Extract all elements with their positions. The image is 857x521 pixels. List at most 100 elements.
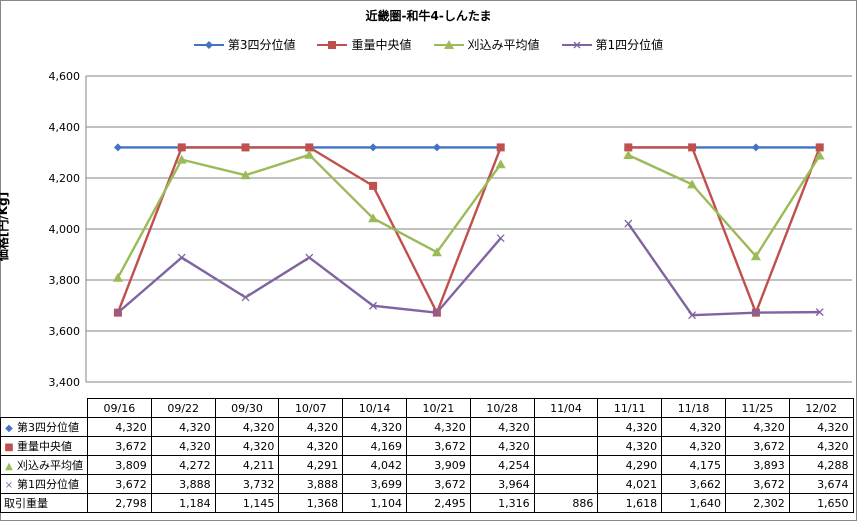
table-cell: 4,320: [661, 417, 726, 437]
point-q1: [369, 301, 378, 310]
point-q1: [815, 308, 824, 317]
table-cell: 4,021: [597, 474, 663, 494]
point-q3: [751, 143, 760, 152]
point-q3: [432, 143, 441, 152]
point-q3: [369, 143, 378, 152]
table-cell: [533, 474, 599, 494]
table-cell: 4,042: [342, 455, 407, 475]
table-cell: 3,672: [724, 436, 790, 456]
table-cell: 3,888: [278, 474, 344, 494]
table-cell: 3,809: [87, 455, 152, 475]
table-cell: 4,169: [342, 436, 407, 456]
chart-title: 近畿圏-和牛4-しんたま: [365, 9, 492, 23]
table-cell: 4,320: [597, 417, 663, 437]
legend-item-mean: 刈込み平均値: [433, 36, 540, 53]
table-row: 取引重量 2,798 1,184 1,145 1,368 1,104 2,495 1,316 8…: [0, 493, 854, 513]
table-cell: 4,320: [788, 417, 854, 437]
table-cell: 4,320: [724, 417, 790, 437]
table-cell: 4,320: [214, 436, 280, 456]
table-cell: 4,291: [278, 455, 344, 475]
x-tick-label: 11/25: [724, 398, 790, 418]
legend-label: 第1四分位値: [595, 38, 664, 52]
table-cell: 3,672: [405, 436, 471, 456]
table-cell: 3,909: [405, 455, 471, 475]
table-cell: 3,699: [342, 474, 407, 494]
row-label: × 第1四分位値: [0, 474, 88, 494]
table-cell: 1,184: [150, 493, 216, 513]
y-tick-label: 3,800: [49, 274, 81, 287]
point-median: [241, 143, 250, 152]
table-cell: 4,320: [661, 436, 726, 456]
y-tick-label: 3,400: [49, 376, 81, 389]
table-row: ▲ 刈込み平均値 3,809 4,272 4,211 4,291 4,042 3,909 4,2…: [0, 455, 854, 475]
table-cell: 3,964: [469, 474, 535, 494]
table-cell: 4,320: [214, 417, 280, 437]
point-q3: [113, 143, 122, 152]
table-cell: 4,320: [87, 417, 152, 437]
point-median: [369, 181, 378, 190]
x-tick-label: 09/16: [87, 398, 152, 418]
row-label-text: 第3四分位値: [17, 421, 79, 434]
table-cell: 3,672: [87, 436, 152, 456]
legend-item-q1: 第1四分位値: [561, 36, 664, 53]
x-tick-label: 09/22: [150, 398, 216, 418]
table-cell: 3,893: [724, 455, 790, 475]
legend: 第3四分位値 重量中央値 刈込み平均値 第1四分位値: [0, 36, 857, 53]
table-cell: 4,320: [150, 436, 216, 456]
table-cell: 4,211: [214, 455, 280, 475]
table-cell: 4,320: [278, 417, 344, 437]
table-cell: 4,320: [150, 417, 216, 437]
table-cell: 886: [533, 493, 599, 513]
point-mean: [431, 247, 442, 257]
point-q1: [432, 308, 441, 317]
table-cell: 4,320: [597, 436, 663, 456]
table-cell: 1,145: [214, 493, 280, 513]
point-q1: [177, 253, 186, 262]
point-mean: [750, 251, 761, 261]
table-cell: 1,650: [788, 493, 854, 513]
table-cell: 3,672: [87, 474, 152, 494]
table-cell: 3,672: [405, 474, 471, 494]
table-cell: 4,254: [469, 455, 535, 475]
x-tick-label: 11/11: [597, 398, 663, 418]
point-mean: [240, 170, 251, 180]
x-tick-label: 10/21: [405, 398, 471, 418]
table-row: ■ 重量中央値 3,672 4,320 4,320 4,320 4,169 3,672 4,32…: [0, 436, 854, 456]
legend-swatch: [433, 39, 464, 49]
series-line-mean: [116, 153, 502, 279]
row-label: ■ 重量中央値: [0, 436, 88, 456]
data-table: 09/16 09/22 09/30 10/07 10/14 10/21 10/28 11/04…: [0, 398, 854, 513]
plot-area: 3,400 3,600 3,800 4,000 4,200 4,400 4,600: [49, 70, 852, 389]
point-q1: [305, 253, 314, 262]
point-q1: [241, 293, 250, 302]
point-q1: [624, 219, 633, 228]
legend-swatch: [561, 41, 592, 48]
table-cell: [533, 417, 599, 437]
x-tick-label: 10/28: [469, 398, 535, 418]
y-tick-label: 4,000: [49, 223, 81, 236]
table-cell: 3,662: [661, 474, 726, 494]
row-label: ◆ 第3四分位値: [0, 417, 88, 437]
table-cell: 4,320: [278, 436, 344, 456]
point-mean: [687, 179, 698, 189]
table-cell: 4,290: [597, 455, 663, 475]
legend-label: 重量中央値: [351, 38, 412, 52]
row-label-text: 第1四分位値: [17, 478, 79, 491]
point-q1: [113, 308, 122, 317]
table-row: × 第1四分位値 3,672 3,888 3,732 3,888 3,699 3,672 3,9…: [0, 474, 854, 494]
y-tick-label: 4,600: [49, 70, 81, 83]
x-tick-label: 12/02: [788, 398, 854, 418]
table-cell: 4,320: [788, 436, 854, 456]
legend-label: 刈込み平均値: [467, 38, 540, 52]
table-row: ◆ 第3四分位値 4,320 4,320 4,320 4,320 4,320 4,320 4,3…: [0, 417, 854, 437]
table-cell: 4,272: [150, 455, 216, 475]
y-tick-label: 4,200: [49, 172, 81, 185]
point-mean: [495, 159, 506, 169]
legend-label: 第3四分位値: [227, 38, 296, 52]
series-line-median: [628, 146, 821, 314]
table-cell: 2,495: [405, 493, 471, 513]
y-tick-label: 4,400: [49, 121, 81, 134]
table-cell: 1,368: [278, 493, 344, 513]
table-cell: [533, 455, 599, 475]
x-tick-label: 11/04: [533, 398, 599, 418]
